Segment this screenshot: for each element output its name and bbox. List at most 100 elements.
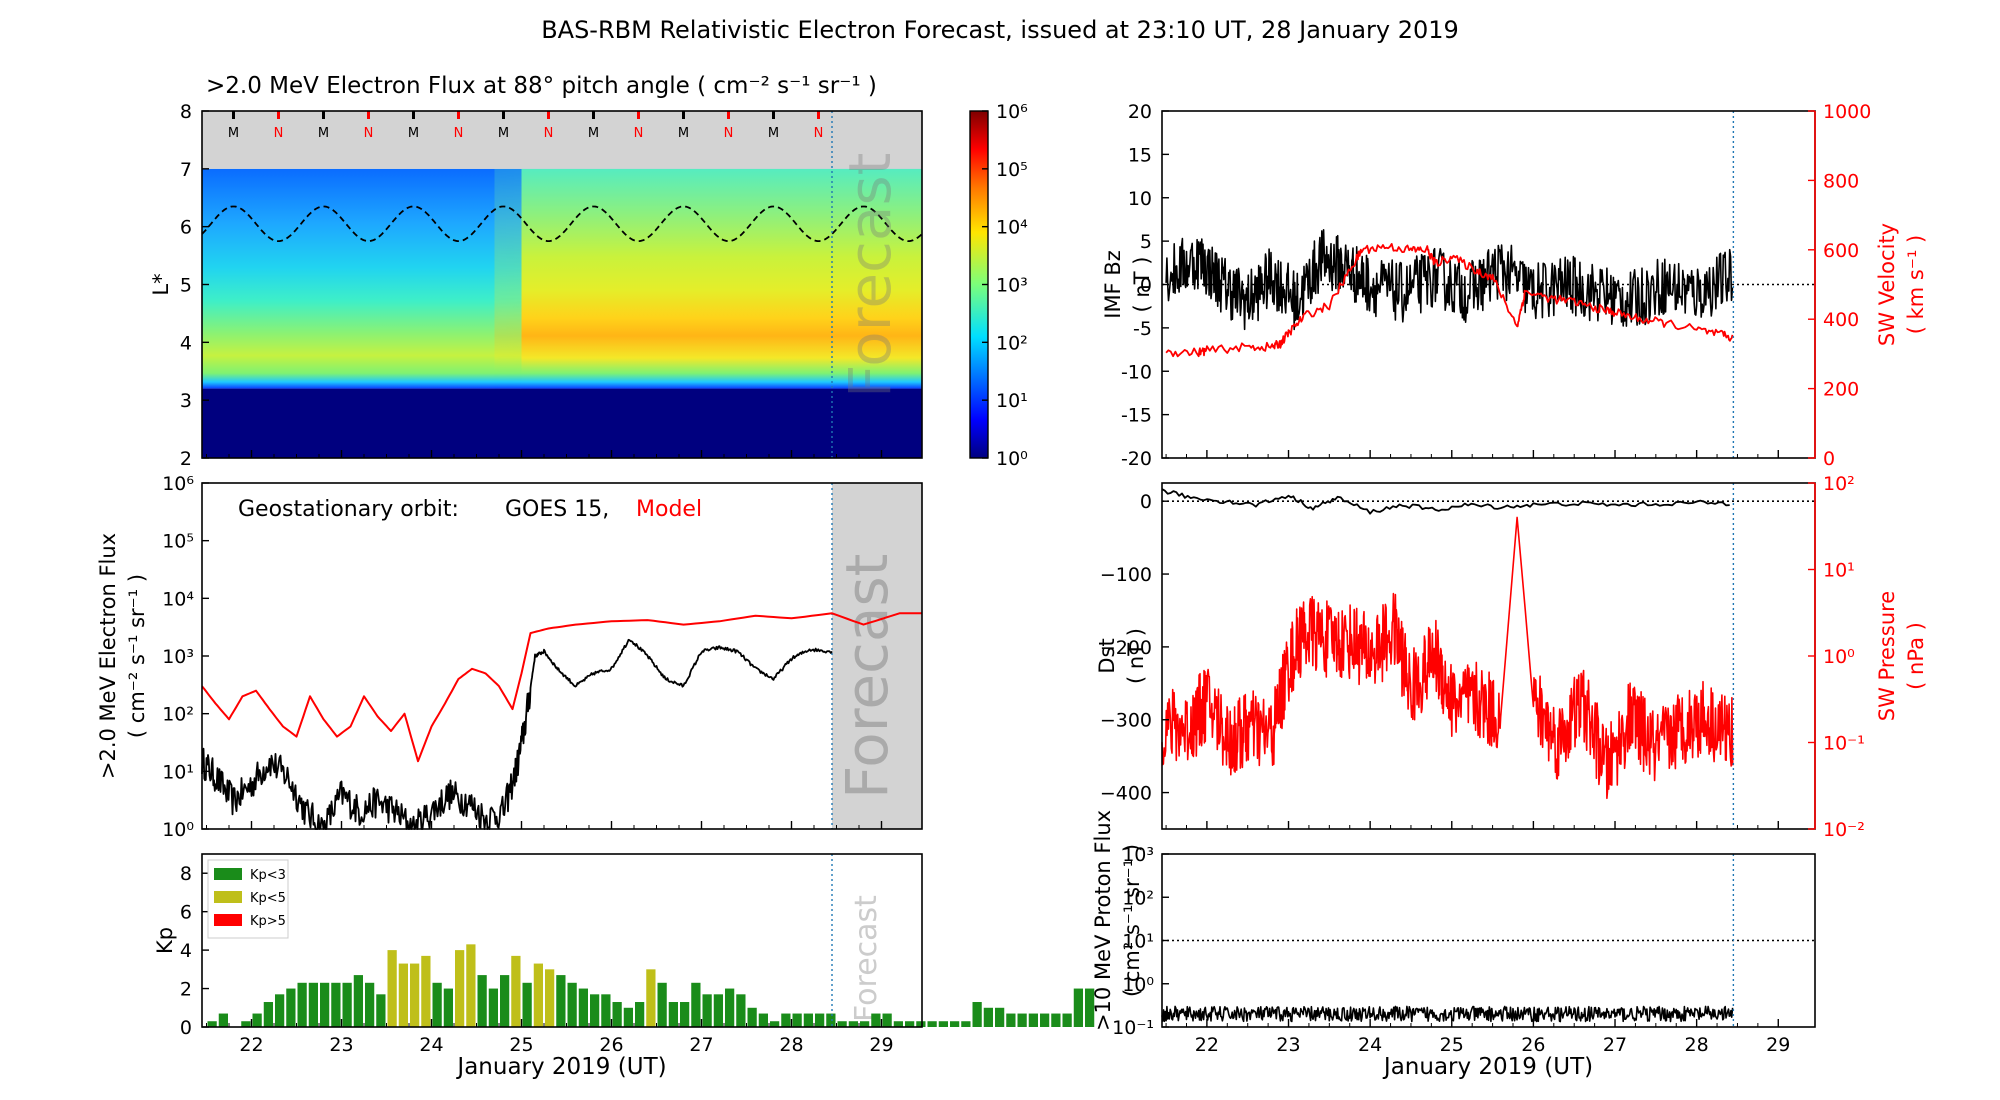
kp-bar [623,1007,633,1027]
y-axis-label: Kp [153,927,177,954]
y-tick-label: 10³ [1122,844,1154,866]
y-tick-label: 5 [180,275,192,297]
y2-axis-unit: ( km s⁻¹ ) [1904,235,1928,334]
kp-bar [443,988,453,1027]
kp-x-tick-label: 29 [869,1034,893,1056]
y-tick-label: 10⁻¹ [1112,1017,1154,1039]
colorbar-tick-label: 10⁴ [996,217,1028,239]
y2-tick-label: 10² [1823,473,1855,495]
y-tick-label: 3 [180,390,192,412]
y-axis-label: L* [149,273,173,295]
y-tick-label: 0 [180,1017,192,1039]
geo-orbit-trace [201,205,923,243]
y-tick-label: 4 [180,332,192,354]
y-tick-label: 15 [1128,144,1152,166]
kp-bar [421,955,431,1027]
kp-bar [252,1013,262,1027]
y-tick-label: 8 [180,863,192,885]
colorbar-tick-label: 10⁰ [996,448,1028,470]
proton-x-tick-label: 28 [1685,1034,1709,1056]
kp-x-tick-label: 23 [329,1034,353,1056]
y2-tick-label: 400 [1823,309,1859,331]
orbit-marker-noon: N [364,126,374,141]
forecast-label: Forecast [833,554,901,799]
kp-bar [983,1007,993,1027]
dst-line [1161,488,1730,515]
proton-x-tick-label: 22 [1195,1034,1219,1056]
kp-bar [477,975,487,1027]
kp-bar [1006,1013,1016,1027]
y-tick-label: 10⁴ [162,588,194,610]
goes-series-line [201,638,833,830]
kp-bar [893,1021,903,1027]
kp-frame [201,853,923,1028]
y-tick-label: -5 [1133,318,1152,340]
kp-bar [950,1021,960,1027]
kp-bar [871,1013,881,1027]
kp-bar [241,1021,251,1027]
kp-bar [533,963,543,1027]
spectrogram-no-data [202,111,922,169]
y-tick-label: −300 [1100,710,1152,732]
y2-tick-label: 0 [1823,448,1835,470]
kp-bar [286,988,296,1027]
kp-bar [353,975,363,1027]
forecast-shade [832,483,922,829]
proton-x-tick-label: 25 [1440,1034,1464,1056]
y-tick-label: 20 [1128,101,1152,123]
y-tick-label: 0 [1140,491,1152,513]
y-tick-label: 10⁶ [162,473,194,495]
y-axis-unit: ( nT ) [1130,257,1154,313]
y2-tick-label: 10¹ [1823,560,1855,582]
kp-legend-swatch [214,914,242,926]
y2-tick-label: 10⁻² [1823,819,1865,841]
kp-bar [398,963,408,1027]
x-axis-label: January 2019 (UT) [455,1054,666,1080]
kp-bar [848,1021,858,1027]
y-tick-label: −400 [1100,783,1152,805]
orbit-marker-midnight: M [318,126,329,141]
kp-x-tick-label: 25 [509,1034,533,1056]
kp-bar [635,1002,645,1027]
kp-bar [218,1013,228,1027]
kp-bar [320,982,330,1027]
y-axis-unit: ( cm⁻² s⁻¹ sr⁻¹ ) [125,574,149,738]
orbit-marker-noon: N [454,126,464,141]
kp-bar [1062,1013,1072,1027]
kp-bar [905,1021,915,1027]
kp-bar [466,944,476,1027]
kp-bar [556,975,566,1027]
kp-bar [1017,1013,1027,1027]
legend-title: Geostationary orbit: [238,497,459,522]
kp-bar [758,1013,768,1027]
y-tick-label: 10² [1122,887,1154,909]
dst-frame [1161,482,1816,830]
legend-model: Model [636,497,702,522]
model-series-line [201,612,922,763]
orbit-marker-noon: N [724,126,734,141]
page-title: BAS-RBM Relativistic Electron Forecast, … [541,16,1459,44]
colorbar-tick-label: 10¹ [996,390,1028,412]
kp-bar [680,1002,690,1027]
kp-bar [308,982,318,1027]
kp-bar [365,982,375,1027]
y2-tick-label: 800 [1823,170,1859,192]
y-tick-label: −200 [1100,637,1152,659]
orbit-marker-midnight: M [588,126,599,141]
kp-bar [882,1013,892,1027]
forecast-label: Forecast [849,895,884,1022]
kp-bar [331,982,341,1027]
y-tick-label: 10⁰ [162,819,194,841]
kp-bar [545,969,555,1027]
kp-bar [275,994,285,1027]
kp-bar [567,982,577,1027]
orbit-marker-midnight: M [228,126,239,141]
orbit-marker-noon: N [274,126,284,141]
kp-bar [263,1002,273,1027]
y-axis-unit: ( cm² s⁻¹ sr⁻¹ ) [1120,844,1144,997]
y-tick-label: 10¹ [1122,931,1154,953]
kp-bar [500,975,510,1027]
sw-velocity-line [1165,242,1734,358]
y-tick-label: 10⁰ [1122,974,1154,996]
